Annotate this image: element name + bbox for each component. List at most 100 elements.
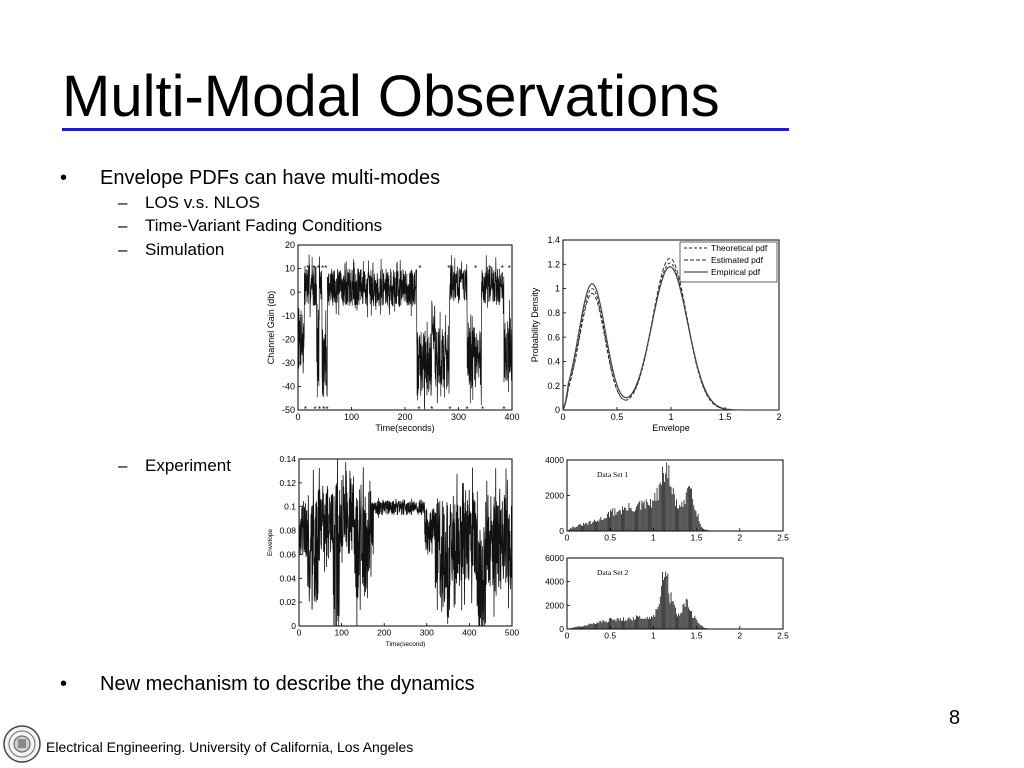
histogram-bar (683, 499, 685, 531)
histogram-bar (705, 627, 707, 629)
histogram-bar (605, 518, 607, 531)
x-tick-label: 2 (776, 412, 781, 422)
y-tick-label: 0 (559, 526, 564, 536)
histogram-bar (596, 521, 597, 531)
histogram-bar (578, 626, 580, 629)
histogram-bar (591, 624, 593, 629)
histogram-bar (640, 618, 642, 629)
histogram-bar (658, 604, 660, 629)
histogram-bar (705, 529, 707, 531)
x-tick-label: 0.5 (611, 412, 624, 422)
histogram-bar (699, 524, 701, 531)
histogram-bar (684, 503, 686, 531)
dash-marker-1: – (118, 193, 128, 212)
histogram-bar (645, 499, 647, 531)
histogram-bar (681, 612, 683, 629)
histogram-bar (665, 473, 667, 531)
y-tick-label: 0.06 (279, 549, 296, 559)
histogram-bar (592, 623, 594, 629)
histogram-bar (671, 494, 673, 531)
transition-marker-top: * (474, 264, 477, 273)
histogram-bar (652, 617, 654, 629)
histogram-bar (569, 628, 570, 629)
histogram-bar (611, 618, 613, 629)
histogram-bar (651, 507, 653, 531)
legend-label: Empirical pdf (711, 267, 761, 277)
histogram-bar (569, 529, 570, 531)
histogram-bar (678, 613, 680, 629)
dash-marker-2: – (118, 216, 128, 235)
x-axis-label: Time(second) (386, 641, 426, 648)
histogram-bar (630, 508, 632, 531)
histogram-bar (642, 503, 644, 531)
y-tick-label: -30 (282, 358, 295, 368)
histogram-bar (581, 626, 582, 629)
histogram-bar (595, 521, 596, 531)
histogram-bar (695, 618, 697, 629)
transition-marker-top: * (418, 264, 421, 273)
histogram-bar (694, 509, 696, 531)
y-tick-label: 0.8 (547, 308, 560, 318)
bullet-marker-1: • (60, 167, 68, 189)
histogram-bar (594, 623, 595, 629)
histogram-bar (695, 511, 697, 531)
histogram-bar (703, 627, 704, 629)
envelope-time-chart: 0 100 200 300 400 500 0 0.02 0.04 0.06 0.08 0.1 0.12… (267, 454, 519, 648)
y-tick-label: 0 (559, 624, 564, 634)
histogram-bar (668, 593, 670, 629)
histogram-bar (596, 623, 597, 629)
y-tick-label: 1.4 (547, 235, 560, 245)
histogram-bar (613, 515, 615, 531)
histogram-bar (650, 498, 651, 531)
histogram-bar (599, 519, 601, 531)
histogram-bar (614, 619, 616, 629)
histogram-bar (629, 508, 631, 531)
histogram-bar (670, 592, 672, 629)
histogram-bar (584, 625, 586, 629)
histogram-bar (577, 626, 579, 629)
channel-gain-chart: 0 100 200 300 40020100-10-20-30-40-50Time(se… (266, 240, 520, 433)
histogram-bar (662, 466, 663, 531)
y-tick-label: 0.2 (547, 381, 560, 391)
x-tick-label: 0 (295, 412, 300, 422)
bullet-new-mechanism: New mechanism to describe the dynamics (100, 673, 475, 695)
histogram-bar (666, 575, 668, 629)
histogram-bar (595, 624, 596, 629)
histogram-bar (686, 599, 688, 629)
histogram-bar (671, 600, 673, 629)
histogram-bar (622, 506, 623, 531)
histogram-bar (609, 517, 610, 531)
y-tick-label: 4000 (545, 455, 564, 465)
x-tick-label: 2 (737, 533, 742, 543)
histogram-bar (619, 618, 621, 629)
histogram-bar (644, 508, 646, 531)
histogram-bar (681, 501, 683, 531)
pdf-series-1 (562, 262, 779, 411)
histogram-bar (635, 619, 636, 629)
histogram-bar (630, 619, 632, 629)
histogram-bar (617, 511, 619, 531)
histogram-bar (676, 499, 677, 531)
histogram-bar (686, 488, 688, 531)
histogram-bar (588, 623, 590, 629)
histogram-bar (601, 519, 603, 531)
histogram-bar (570, 628, 572, 629)
histogram-bar (664, 577, 665, 629)
histogram-bar (573, 526, 575, 531)
histogram-bar (619, 510, 621, 531)
university-seal-icon (3, 725, 41, 763)
x-tick-label: 100 (335, 628, 349, 638)
histogram-bar (598, 521, 600, 531)
histogram-bar (577, 524, 579, 531)
histogram-bar (649, 505, 650, 531)
transition-marker-bottom: * (465, 405, 468, 414)
subitem-simulation: Simulation (145, 240, 225, 259)
histogram-bar (702, 527, 703, 531)
histogram-bar (653, 614, 655, 629)
histogram-bar (687, 607, 689, 629)
page-number: 8 (949, 707, 961, 729)
x-tick-label: 1 (668, 412, 673, 422)
histogram-bar (689, 486, 690, 531)
data-set-2-histogram: 0 0.5 1 1.5 2 2.5 0 2000 4000 6000 Data Set 2 (545, 553, 789, 641)
histogram-bar (606, 622, 608, 629)
